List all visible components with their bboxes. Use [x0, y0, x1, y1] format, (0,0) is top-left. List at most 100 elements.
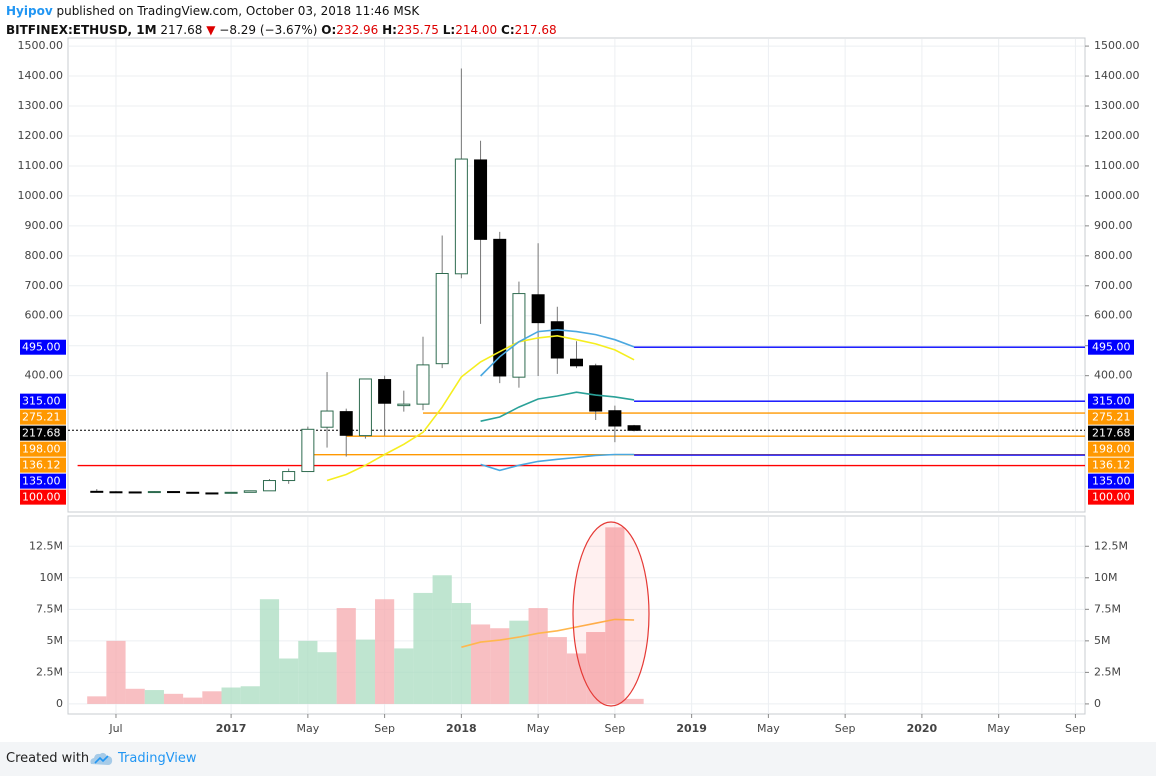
- x-tick-label: Sep: [835, 722, 856, 735]
- level-badge: [1088, 441, 1134, 457]
- x-tick-label: May: [527, 722, 550, 735]
- volume-bar: [566, 653, 587, 704]
- y-tick-label: 10M: [40, 571, 64, 584]
- y-tick-label: 1500.00: [1094, 39, 1140, 52]
- ohlc-value: 214.00: [455, 23, 498, 37]
- y-tick-label: 900.00: [25, 219, 64, 232]
- volume-bar: [528, 608, 548, 704]
- highlight-ellipse: [572, 521, 650, 707]
- y-tick-label: 0: [1094, 697, 1101, 710]
- y-tick-label: 900.00: [1094, 219, 1133, 232]
- level-badge: [1088, 409, 1134, 425]
- level-badge-label: 135.00: [22, 475, 61, 488]
- level-badge: [20, 339, 66, 355]
- volume-bar: [87, 696, 107, 704]
- volume-bar: [547, 637, 567, 704]
- y-tick-label: 10M: [1094, 571, 1118, 584]
- x-tick-label: May: [987, 722, 1010, 735]
- volume-bar: [279, 658, 299, 704]
- candle-body: [550, 321, 564, 359]
- level-badge-label: 495.00: [1092, 341, 1131, 354]
- volume-bar: [375, 599, 395, 704]
- y-tick-label: 700.00: [1094, 279, 1133, 292]
- level-badge: [20, 489, 66, 505]
- price-pane: [67, 37, 1086, 513]
- x-tick-label: May: [296, 722, 319, 735]
- volume-bar: [317, 652, 337, 704]
- y-tick-label: 1300.00: [1094, 99, 1140, 112]
- x-tick-label: 2019: [676, 722, 707, 735]
- y-tick-label: 1300.00: [18, 99, 64, 112]
- level-badge-label: 198.00: [22, 443, 61, 456]
- candle-body: [570, 358, 583, 367]
- candle-body: [397, 403, 411, 407]
- x-tick-label: Sep: [605, 722, 626, 735]
- candle-body: [378, 379, 392, 404]
- candle-body: [224, 491, 238, 494]
- overlay-line: [480, 453, 635, 472]
- y-tick-label: 1500.00: [18, 39, 64, 52]
- level-badge: [1088, 489, 1134, 505]
- level-badge-label: 135.00: [1092, 475, 1131, 488]
- x-tick-label: Sep: [374, 722, 395, 735]
- level-badge: [1088, 473, 1134, 489]
- level-badge-label: 136.12: [1092, 459, 1131, 472]
- level-badge: [20, 409, 66, 425]
- candle-body: [608, 410, 622, 427]
- x-tick-label: Sep: [1065, 722, 1086, 735]
- level-badge-label: 100.00: [22, 491, 61, 504]
- volume-bar: [183, 697, 203, 704]
- volume-bar: [394, 648, 414, 704]
- level-badge-label: 217.68: [22, 427, 61, 440]
- y-tick-label: 800.00: [25, 249, 64, 262]
- x-tick-label: May: [757, 722, 780, 735]
- down-arrow: ▼: [206, 23, 216, 37]
- y-tick-label: 1100.00: [18, 159, 64, 172]
- ohlc-label: O:: [321, 23, 337, 37]
- volume-bar: [432, 575, 452, 704]
- y-tick-label: 1400.00: [18, 69, 64, 82]
- y-tick-label: 1000.00: [1094, 189, 1140, 202]
- candle-body: [358, 378, 372, 437]
- y-tick-label: 1000.00: [18, 189, 64, 202]
- level-badge: [20, 441, 66, 457]
- level-badge-label: 136.12: [22, 459, 61, 472]
- level-badge-label: 495.00: [22, 341, 61, 354]
- volume-bar: [125, 688, 145, 704]
- level-badge-label: 275.21: [1092, 411, 1131, 424]
- level-badge: [1088, 457, 1134, 473]
- y-tick-label: 400.00: [1094, 369, 1133, 382]
- volume-bar: [355, 639, 376, 704]
- level-badge-label: 217.68: [1092, 427, 1131, 440]
- volume-bar: [259, 599, 280, 704]
- level-badge: [20, 473, 66, 489]
- level-badge-label: 275.21: [22, 411, 61, 424]
- volume-bar: [509, 620, 529, 704]
- y-tick-label: 400.00: [25, 369, 64, 382]
- brand: TradingView: [118, 751, 197, 766]
- candle-body: [627, 425, 641, 431]
- candle-body: [109, 491, 123, 494]
- candle-body: [589, 365, 603, 412]
- created-with: Created with: [6, 751, 90, 766]
- candle-body: [474, 159, 488, 240]
- candle-body: [435, 273, 449, 365]
- volume-bar: [106, 640, 126, 704]
- candle-body: [512, 293, 526, 378]
- x-tick-label: Jul: [108, 722, 122, 735]
- candle-body: [416, 364, 430, 405]
- candle-body: [147, 491, 161, 494]
- y-tick-label: 7.5M: [1094, 602, 1121, 615]
- overlay-line: [461, 618, 635, 648]
- candle-body: [493, 238, 507, 377]
- ohlc-value: 217.68: [514, 23, 557, 37]
- volume-bar: [624, 698, 644, 704]
- y-tick-label: 5M: [1094, 634, 1111, 647]
- candle-body: [454, 158, 468, 275]
- y-tick-label: 1200.00: [18, 129, 64, 142]
- candle-body: [282, 471, 296, 482]
- published: published on TradingView.com, October 03…: [56, 4, 420, 18]
- plot-layer: 400.00400.00500.00500.00600.00600.00700.…: [18, 39, 1140, 735]
- level-badge: [20, 425, 66, 441]
- y-tick-label: 800.00: [1094, 249, 1133, 262]
